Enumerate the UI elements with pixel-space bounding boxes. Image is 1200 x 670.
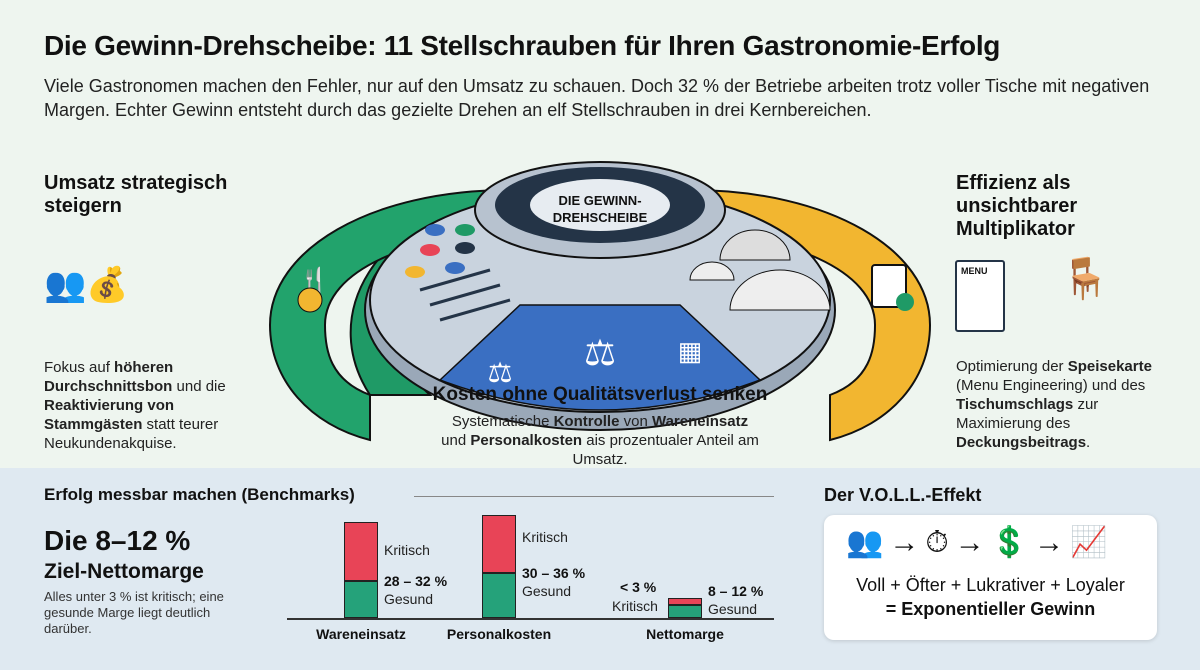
blue-cost-sector: [438, 304, 762, 411]
left-text: Fokus auf höheren Durchschnittsbon und d…: [44, 358, 244, 453]
center-text: Systematische Kontrolle von Wareneinsatz…: [440, 412, 760, 469]
voll-card: 👥→⏱→💲→📈 Voll + Öfter + Lukrativer + Loya…: [824, 515, 1157, 640]
guests-and-coins-icon: 👥💰: [44, 266, 129, 304]
text: von: [619, 413, 652, 430]
text: (Menu Engineering) und des: [956, 377, 1146, 394]
yellow-arc-outer: [678, 188, 932, 442]
small-scale-icon: ⚖: [487, 357, 512, 388]
chart-baseline: [287, 618, 774, 620]
target-label: Ziel-Nettomarge: [44, 560, 204, 583]
target-value: 8–12 %: [95, 525, 191, 556]
calculator-icon: ▦: [678, 336, 703, 366]
text-bold: Speisekarte: [1067, 358, 1152, 375]
gewinn-drehscheibe-diagram: ⚖ ⚖ ▦ 🍴: [268, 161, 932, 442]
kritisch-label: Kritisch: [612, 598, 658, 614]
category-label: Personalkosten: [446, 626, 552, 642]
text-bold: Tischumschlags: [956, 396, 1074, 413]
menu-card-icon: MENU: [955, 260, 1005, 332]
arrow-icon: →: [954, 526, 991, 559]
hub-label-bg: [530, 179, 670, 231]
bar-gesund: [668, 605, 702, 618]
healthy-range-label: 8 – 12 %: [708, 583, 764, 599]
text: Optimierung der: [956, 358, 1068, 375]
dollar-coin-icon: [297, 287, 323, 313]
text-bold: Reaktivierung von Stammgästen: [44, 397, 175, 433]
arrow-icon: →: [889, 526, 926, 559]
voll-heading: Der V.O.L.L.-Effekt: [824, 485, 982, 505]
benchmarks-heading: Erfolg messbar machen (Benchmarks): [44, 485, 355, 504]
voll-formula: Voll + Öfter + Lukrativer + Loyaler: [856, 575, 1125, 595]
critical-range-label: < 3 %: [620, 579, 657, 595]
wheel-label-line2: DREHSCHEIBE: [552, 210, 648, 225]
coin-heart-cycle-icon: 💲: [990, 526, 1035, 559]
slider-icons: [419, 268, 511, 322]
clock-icon: ⏱: [925, 526, 955, 559]
voll-icons: 👥→⏱→💲→📈: [846, 525, 1113, 560]
text: zur Maximierung des: [956, 396, 1099, 432]
text: Fokus auf: [44, 359, 115, 376]
text-bold: Personalkosten: [470, 432, 583, 449]
scale-icon: ⚖: [584, 332, 616, 373]
text: und: [441, 432, 471, 449]
arrow-icon: →: [1034, 526, 1071, 559]
page-title: Die Gewinn-Drehscheibe: 11 Stellschraube…: [44, 30, 1001, 61]
subtitle: Viele Gastronomen machen den Fehler, nur…: [44, 76, 1150, 120]
healthy-range-label: 28 – 32 %: [384, 573, 448, 589]
growth-chart-icon: 📈: [1070, 526, 1114, 559]
kritisch-label: Kritisch: [384, 542, 430, 558]
wheel-label-line1: DIE GEWINN-: [558, 193, 642, 208]
voll-result: = Exponentieller Gewinn: [885, 599, 1096, 619]
text: Systematische: [451, 413, 554, 430]
bar-gesund: [344, 581, 378, 618]
guests-icon: 👥: [846, 526, 890, 559]
bar-kritisch: [668, 598, 702, 605]
gauge-icons: [689, 229, 831, 311]
right-text: Optimierung der Speisekarte (Menu Engine…: [956, 357, 1176, 452]
center-heading: Kosten ohne Qualitätsverlust senken: [432, 384, 768, 405]
gesund-label: Gesund: [522, 583, 572, 599]
benchmarks-note: Alles unter 3 % ist kritisch; eine gesun…: [44, 589, 224, 636]
gesund-label: Gesund: [384, 591, 434, 607]
text: Die: [44, 525, 96, 556]
text-bold: Wareneinsatz: [651, 413, 749, 430]
bar-kritisch: [344, 522, 378, 581]
text: statt teurer Neukundenakquise.: [44, 416, 219, 452]
bar-kritisch: [482, 515, 516, 573]
clipboard-icon: [871, 264, 907, 308]
healthy-range-label: 30 – 36 %: [522, 565, 586, 581]
divider: [414, 496, 774, 497]
text-bold: höheren Durchschnittsbon: [44, 359, 174, 395]
bar-gesund: [482, 573, 516, 618]
category-label: Wareneinsatz: [316, 626, 406, 642]
wheel-label: DIE GEWINN- DREHSCHEIBE: [540, 192, 660, 226]
text: ais prozentualer Anteil am Umsatz.: [572, 432, 759, 468]
kritisch-label: Kritisch: [522, 529, 568, 545]
text-bold: Deckungsbeitrags: [956, 434, 1087, 451]
check-icon: [896, 293, 914, 311]
control-buttons: [405, 224, 475, 278]
category-label: Nettomarge: [646, 626, 724, 642]
right-heading: Effizienz als unsichtbarer Multiplikator: [956, 172, 1078, 240]
green-arc-outer: [268, 188, 522, 442]
text-bold: Kontrolle: [553, 413, 620, 430]
restaurant-tables-icon: 🪑: [1060, 257, 1110, 301]
text: und die: [172, 378, 226, 395]
left-heading: Umsatz strategisch steigern: [44, 172, 228, 217]
text: .: [1086, 434, 1091, 451]
gesund-label: Gesund: [708, 601, 758, 617]
target-margin: Die 8–12 %: [44, 525, 190, 557]
